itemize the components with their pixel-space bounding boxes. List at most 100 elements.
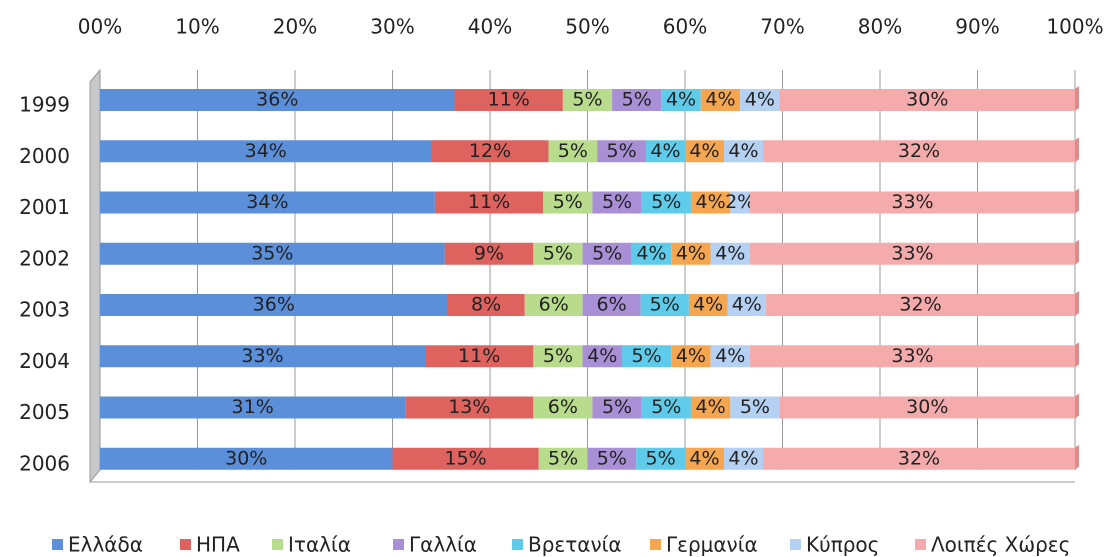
bar-segment [100,191,435,214]
value-label: 5% [592,242,622,264]
bar-segment [100,294,448,316]
bar-segment [405,396,534,419]
bar-segment [724,447,763,470]
bar-segment [750,191,1075,214]
bar-segment [700,89,741,111]
value-label: 4% [715,345,745,367]
bar-segment [727,294,767,316]
value-label: 13% [448,396,490,418]
bar-segment [425,345,534,368]
bar-segment [779,89,1075,111]
bar-segment [621,345,672,368]
value-label: 5% [553,191,583,213]
value-label: 11% [458,345,500,367]
bar-segment [562,89,613,111]
bar-segment [533,345,583,368]
bar-segment [100,242,445,265]
value-label: 5% [572,89,602,111]
legend-label: Βρετανία [528,533,622,557]
value-label: 5% [548,447,578,469]
x-tick-label: 90% [955,15,999,39]
x-tick-label: 30% [370,15,414,39]
value-label: 33% [891,242,933,264]
value-label: 33% [241,345,283,367]
y-tick-label: 2000 [19,144,70,168]
bar-end [1075,393,1079,419]
value-label: 36% [253,294,295,316]
value-label: 4% [728,447,758,469]
bar-segment [685,447,724,470]
bar-segment [548,140,598,163]
value-label: 11% [468,191,510,213]
value-label: 30% [906,396,948,418]
value-label: 5% [607,140,637,162]
bar-segment [431,140,549,163]
bar-segment [533,242,583,265]
value-label: 9% [474,242,504,264]
y-tick-label: 2003 [19,298,70,322]
value-label: 4% [696,396,726,418]
bar-segment [543,191,593,214]
bar-segment [661,89,701,111]
value-label: 6% [539,294,569,316]
value-label: 4% [676,242,706,264]
value-label: 32% [899,294,941,316]
legend-label: Λοιπές Χώρες [931,533,1070,557]
bar-segment [690,191,731,214]
bar-segment [730,191,750,214]
value-label: 30% [225,447,267,469]
bar-segment [582,345,622,368]
legend-label: Ελλάδα [68,533,143,557]
bar-segment [685,140,724,163]
bar-segment [582,242,632,265]
legend-swatch [393,539,404,550]
bar-segment [100,89,455,111]
value-label: 5% [651,396,681,418]
value-label: 2% [725,191,755,213]
x-tick-label: 70% [760,15,804,39]
bar-segment [434,191,544,214]
bar-end [1075,444,1079,470]
bar-segment [710,345,750,368]
value-label: 5% [558,140,588,162]
value-label: 5% [622,89,652,111]
x-tick-label: 20% [273,15,317,39]
bar-end [1075,86,1079,111]
bar-segment [763,447,1075,470]
value-label: 5% [543,242,573,264]
value-label: 33% [891,345,933,367]
bar-segment [690,396,731,419]
value-label: 4% [650,140,680,162]
value-label: 8% [471,294,501,316]
value-label: 34% [245,140,287,162]
y-tick-label: 2002 [19,246,70,270]
value-label: 6% [548,396,578,418]
y-tick-label: 1999 [19,93,70,117]
value-label: 30% [906,89,948,111]
bar-segment [671,242,711,265]
x-tick-label: 80% [858,15,902,39]
bar-segment [597,140,646,163]
value-label: 33% [891,191,933,213]
value-label: 35% [251,242,293,264]
value-label: 4% [636,242,666,264]
bar-end [1075,239,1079,265]
value-label: 6% [597,294,627,316]
bar-segment [710,242,750,265]
legend-swatch [790,539,801,550]
bar-segment [763,140,1075,163]
legend-label: Ιταλία [288,533,351,557]
bar-segment [100,396,406,419]
legend-swatch [650,539,661,550]
legend-swatch [512,539,523,550]
bar-segment [538,447,588,470]
value-label: 4% [728,140,758,162]
bar-segment [646,140,685,163]
legend-swatch [180,539,191,550]
bar-segment [392,447,539,470]
value-label: 5% [602,396,632,418]
bar-segment [444,242,534,265]
value-label: 5% [651,191,681,213]
x-tick-label: 40% [468,15,512,39]
